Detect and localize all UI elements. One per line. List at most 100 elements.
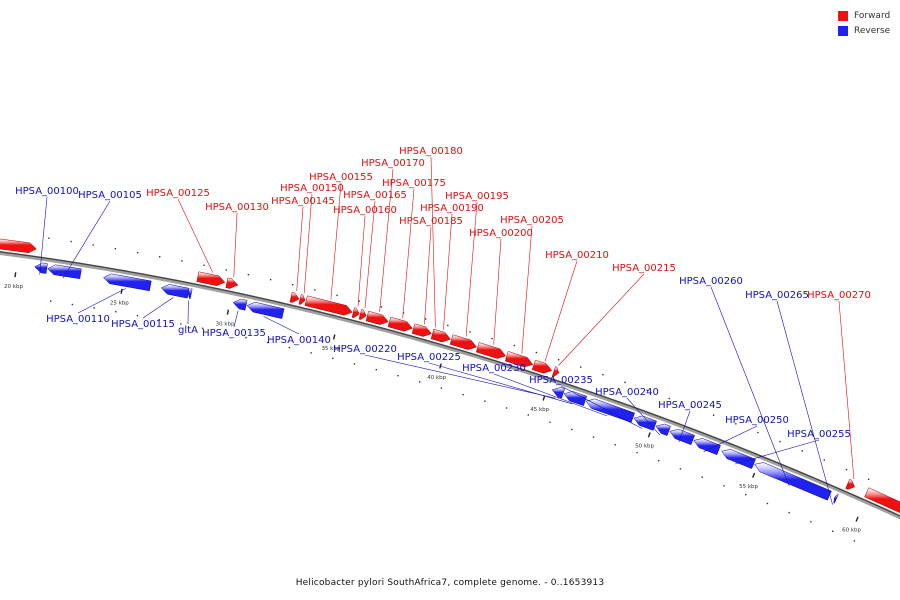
minor-tick [180, 323, 182, 325]
gene-arrow-reverse[interactable] [721, 449, 756, 469]
gene-leader-line [142, 297, 174, 319]
gene-label[interactable]: HPSA_00140 [267, 335, 331, 346]
gene-arrow-forward[interactable] [845, 478, 855, 490]
gene-arrow-reverse[interactable] [160, 284, 190, 299]
gene-label[interactable]: HPSA_00190 [420, 203, 484, 214]
backbone [0, 250, 900, 520]
minor-tick [136, 251, 139, 254]
gene-label[interactable]: HPSA_00185 [399, 216, 463, 227]
minor-tick [353, 363, 356, 365]
gene-arrow-reverse[interactable] [693, 438, 721, 456]
gene-arrow-forward[interactable] [365, 310, 389, 325]
gene-arrow-forward[interactable] [475, 342, 507, 359]
minor-tick [375, 369, 377, 371]
gene-arrow-forward[interactable] [504, 351, 534, 368]
gene-label[interactable]: HPSA_00270 [807, 290, 871, 301]
gene-leader-line [493, 373, 608, 417]
minor-tick [535, 351, 538, 354]
gene-arrow-reverse[interactable] [34, 262, 48, 274]
gene-arrow-reverse[interactable] [246, 301, 285, 319]
gene-arrow-forward[interactable] [289, 291, 300, 303]
gene-arrow-forward[interactable] [225, 277, 239, 289]
gene-label[interactable]: HPSA_00215 [612, 263, 676, 274]
gene-arrow-reverse[interactable] [232, 298, 248, 311]
minor-tick [614, 444, 616, 446]
gene-label[interactable]: HPSA_00265 [745, 290, 809, 301]
minor-tick [50, 300, 52, 302]
gene-arrow-forward[interactable] [351, 307, 360, 318]
gene-label[interactable]: HPSA_00200 [469, 228, 533, 239]
gene-label[interactable]: HPSA_00180 [399, 146, 463, 157]
gene-label[interactable]: HPSA_00230 [462, 363, 526, 374]
gene-leader-line [521, 225, 533, 354]
gene-label[interactable]: HPSA_00220 [333, 344, 397, 355]
gene-arrow-reverse[interactable] [669, 428, 695, 446]
gene-label[interactable]: HPSA_00255 [787, 429, 851, 440]
gene-arrow-forward[interactable] [298, 294, 306, 305]
gene-label[interactable]: HPSA_00155 [309, 172, 373, 183]
gene-leader-line [364, 354, 556, 399]
gene-label[interactable]: HPSA_00130 [205, 202, 269, 213]
gene-leader-line [296, 206, 304, 292]
gene-leader-line [303, 193, 313, 294]
gene-leader-line [443, 213, 453, 330]
gene-label[interactable]: HPSA_00135 [202, 328, 266, 339]
scale-label: 45 kbp [530, 407, 549, 413]
gene-label[interactable]: HPSA_00125 [146, 188, 210, 199]
gene-label[interactable]: HPSA_00115 [111, 319, 175, 330]
gene-leader-line [703, 425, 758, 452]
minor-tick [491, 337, 493, 340]
gene-arrow-forward[interactable] [430, 328, 451, 343]
gene-label[interactable]: HPSA_00110 [46, 314, 110, 325]
scale-tick [855, 516, 859, 522]
gene-leader-line [263, 316, 300, 335]
gene-arrow-reverse[interactable] [633, 415, 657, 431]
legend-forward: Forward [838, 8, 890, 23]
gene-arrow-forward[interactable] [304, 295, 353, 316]
minor-tick [636, 451, 638, 454]
gene-leader-line [560, 385, 643, 429]
gene-label[interactable]: HPSA_00165 [343, 190, 407, 201]
gene-arrow-reverse[interactable] [187, 288, 193, 300]
minor-tick [115, 311, 117, 313]
gene-label[interactable]: HPSA_00175 [382, 178, 446, 189]
gene-arrow-forward[interactable] [864, 487, 900, 513]
minor-tick [425, 318, 427, 320]
legend-reverse-label: Reverse [854, 25, 891, 36]
gene-arrow-forward[interactable] [358, 309, 367, 320]
gene-arrow-reverse[interactable] [655, 423, 671, 436]
gene-label[interactable]: HPSA_00260 [679, 276, 743, 287]
gene-label[interactable]: HPSA_00245 [658, 400, 722, 411]
gene-arrow-forward[interactable] [449, 334, 478, 350]
gene-label[interactable]: HPSA_00195 [445, 191, 509, 202]
gene-label[interactable]: HPSA_00240 [595, 387, 659, 398]
gene-arrow-forward[interactable] [551, 366, 560, 377]
gene-arrow-reverse[interactable] [103, 273, 152, 292]
gene-arrow-reverse[interactable] [563, 391, 588, 406]
gene-label[interactable]: HPSA_00105 [78, 190, 142, 201]
gene-arrow-reverse[interactable] [585, 398, 635, 423]
gene-leader-line [776, 300, 833, 505]
minor-tick [810, 521, 812, 523]
gene-label[interactable]: HPSA_00160 [333, 205, 397, 216]
gene-arrow-forward[interactable] [196, 271, 226, 286]
gene-label[interactable]: HPSA_00250 [725, 415, 789, 426]
gene-arrow-reverse[interactable] [754, 462, 832, 501]
gene-label[interactable]: gltA [178, 325, 198, 336]
gene-label[interactable]: HPSA_00150 [280, 183, 344, 194]
gene-arrow-reverse[interactable] [551, 387, 566, 399]
gene-label[interactable]: HPSA_00145 [271, 196, 335, 207]
gene-label[interactable]: HPSA_00100 [15, 186, 79, 197]
gene-arrow-forward[interactable] [0, 238, 37, 254]
gene-label[interactable]: HPSA_00225 [397, 352, 461, 363]
gene-label[interactable]: HPSA_00170 [361, 158, 425, 169]
gene-arrow-reverse[interactable] [47, 264, 82, 279]
gene-label[interactable]: HPSA_00205 [500, 215, 564, 226]
gene-label[interactable]: HPSA_00210 [545, 250, 609, 261]
gene-arrow-forward[interactable] [387, 316, 413, 332]
minor-tick [292, 284, 294, 286]
gene-arrow-forward[interactable] [411, 323, 432, 337]
gene-arrow-forward[interactable] [531, 359, 553, 374]
gene-arrow-reverse[interactable] [833, 493, 839, 504]
gene-label[interactable]: HPSA_00235 [529, 375, 593, 386]
